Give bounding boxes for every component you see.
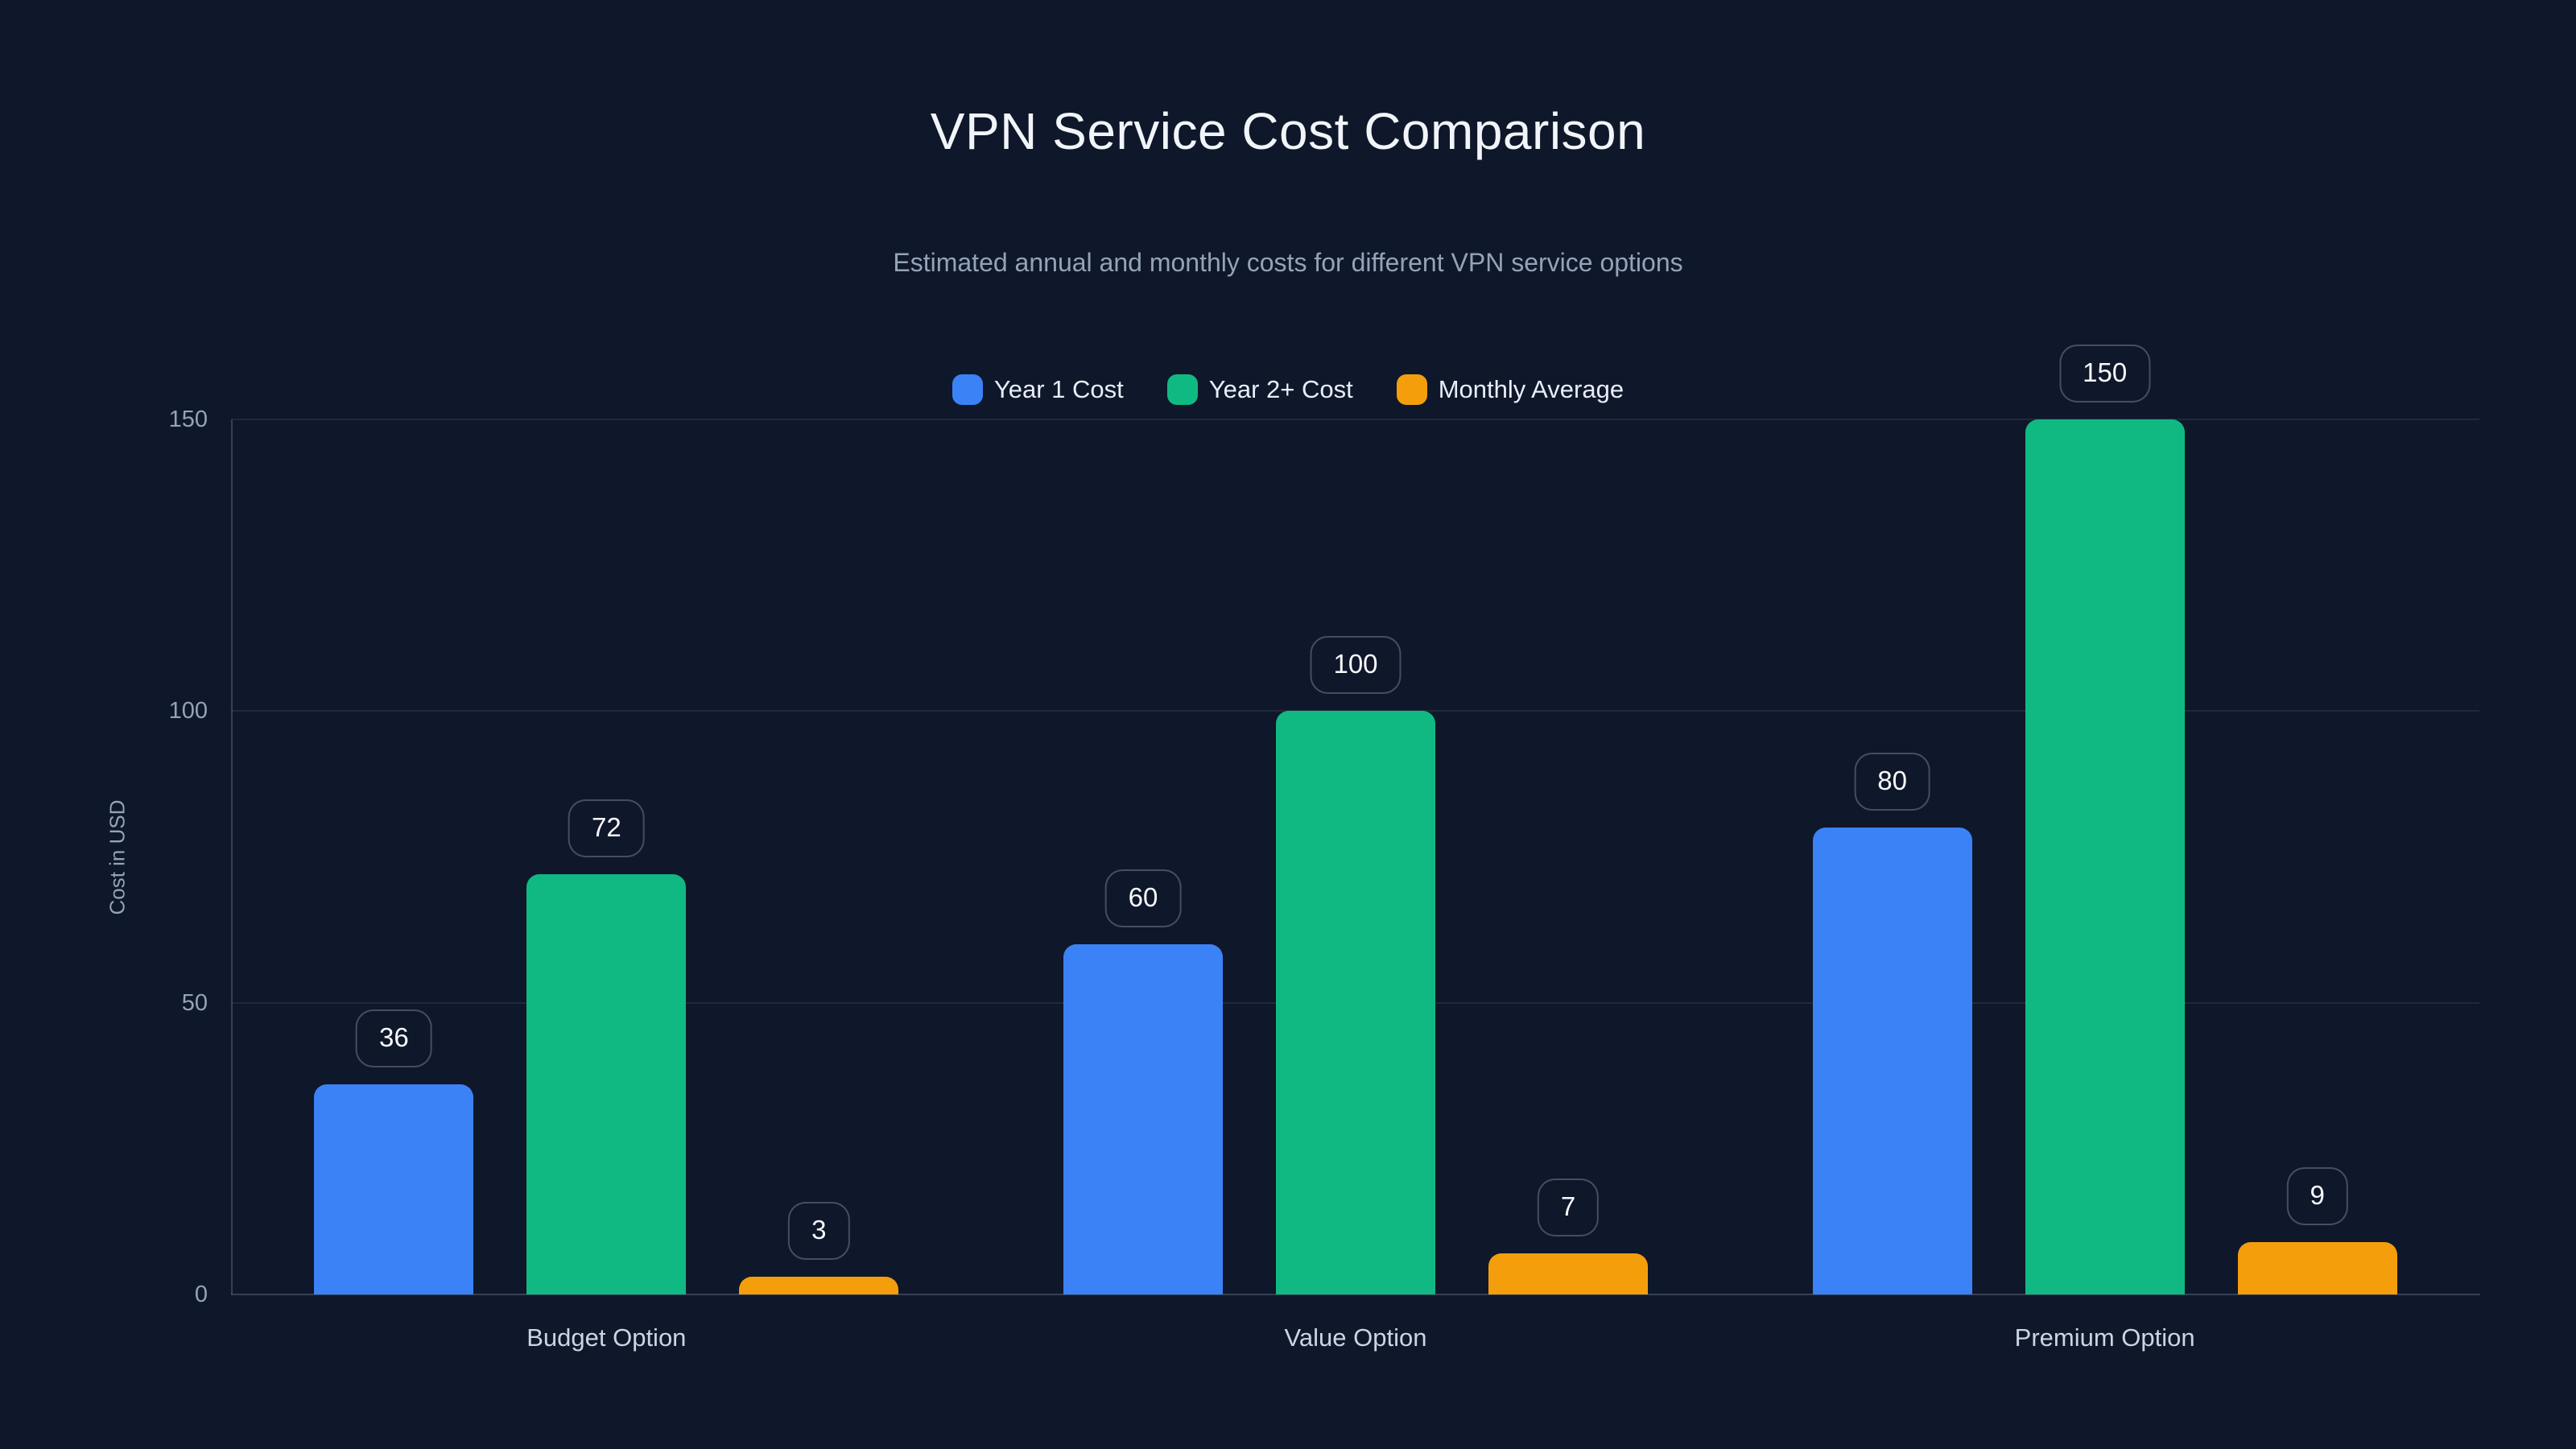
y-axis-title: Cost in USD <box>105 799 130 915</box>
bar-premium-option-monthly-average <box>2237 1241 2397 1294</box>
y-tick-label-150: 150 <box>168 407 208 432</box>
value-badge-value-option-year-2-cost: 100 <box>1310 636 1402 695</box>
bar-value-option-year-2-cost <box>1276 711 1435 1294</box>
legend-label-year-1-cost: Year 1 Cost <box>993 375 1124 403</box>
y-tick-label-100: 100 <box>168 698 208 724</box>
legend-swatch-monthly-average <box>1396 374 1427 405</box>
bar-premium-option-year-2-cost <box>2025 419 2185 1294</box>
legend-swatch-year-2-cost <box>1166 374 1198 405</box>
bar-budget-option-year-2-cost <box>526 874 687 1294</box>
bar-premium-option-year-1-cost <box>1812 828 1972 1294</box>
chart-subtitle: Estimated annual and monthly costs for d… <box>893 248 1683 277</box>
y-tick-label-0: 0 <box>194 1282 208 1307</box>
x-axis-line <box>231 1294 2480 1295</box>
legend-label-year-2-cost: Year 2+ Cost <box>1208 375 1353 403</box>
x-axis-label-premium-option: Premium Option <box>2014 1323 2195 1352</box>
bar-value-option-year-1-cost <box>1063 944 1223 1294</box>
bar-budget-option-year-1-cost <box>314 1084 474 1294</box>
legend-label-monthly-average: Monthly Average <box>1438 375 1624 403</box>
y-axis-line <box>231 419 233 1294</box>
x-axis-label-budget-option: Budget Option <box>526 1323 687 1352</box>
bar-value-option-monthly-average <box>1488 1253 1648 1294</box>
value-badge-premium-option-monthly-average: 9 <box>2286 1166 2348 1225</box>
legend-item-monthly-average[interactable]: Monthly Average <box>1396 374 1624 405</box>
bar-budget-option-monthly-average <box>739 1277 899 1294</box>
legend-item-year-1-cost[interactable]: Year 1 Cost <box>952 374 1124 405</box>
chart-legend: Year 1 Cost Year 2+ Cost Monthly Average <box>0 374 2576 405</box>
gridline-150 <box>232 419 2479 420</box>
x-axis-label-value-option: Value Option <box>1284 1323 1427 1352</box>
chart-title: VPN Service Cost Comparison <box>930 102 1646 160</box>
value-badge-value-option-monthly-average: 7 <box>1537 1179 1600 1237</box>
value-badge-premium-option-year-1-cost: 80 <box>1854 753 1931 811</box>
legend-item-year-2-cost[interactable]: Year 2+ Cost <box>1166 374 1353 405</box>
value-badge-budget-option-year-1-cost: 36 <box>355 1009 432 1068</box>
value-badge-budget-option-monthly-average: 3 <box>788 1202 850 1261</box>
y-tick-label-50: 50 <box>181 989 208 1016</box>
legend-swatch-year-1-cost <box>952 374 983 405</box>
value-badge-value-option-year-1-cost: 60 <box>1104 869 1182 928</box>
value-badge-budget-option-year-2-cost: 72 <box>568 799 645 858</box>
value-badge-premium-option-year-2-cost: 150 <box>2059 345 2151 402</box>
